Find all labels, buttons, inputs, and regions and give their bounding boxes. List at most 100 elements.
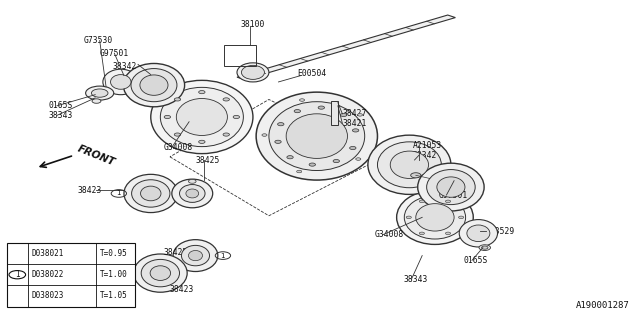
Circle shape: [164, 116, 171, 119]
Text: T=1.05: T=1.05: [100, 292, 128, 300]
Ellipse shape: [467, 225, 490, 242]
Text: 38423: 38423: [77, 186, 102, 195]
Ellipse shape: [134, 254, 187, 292]
Text: 38100: 38100: [240, 20, 264, 29]
Ellipse shape: [286, 114, 348, 158]
Circle shape: [92, 89, 108, 97]
Text: G34008: G34008: [374, 230, 404, 239]
Text: 1: 1: [116, 190, 121, 196]
Ellipse shape: [141, 186, 161, 201]
Ellipse shape: [140, 75, 168, 95]
Circle shape: [287, 156, 293, 159]
Circle shape: [353, 129, 359, 132]
Circle shape: [294, 109, 301, 113]
Ellipse shape: [390, 151, 429, 179]
Circle shape: [223, 133, 229, 136]
Text: A190001287: A190001287: [576, 301, 630, 310]
Text: 38342: 38342: [413, 151, 437, 160]
Ellipse shape: [427, 170, 475, 204]
Text: 38423: 38423: [170, 284, 195, 293]
Ellipse shape: [161, 87, 243, 147]
Circle shape: [445, 200, 451, 203]
Text: 38421: 38421: [342, 119, 367, 128]
Ellipse shape: [181, 245, 209, 266]
Circle shape: [358, 114, 363, 116]
Circle shape: [275, 140, 281, 143]
Text: FRONT: FRONT: [76, 143, 116, 167]
Ellipse shape: [460, 220, 497, 247]
Text: D038023: D038023: [31, 292, 64, 300]
Ellipse shape: [378, 142, 442, 188]
Ellipse shape: [132, 180, 170, 207]
Circle shape: [318, 106, 324, 109]
Circle shape: [419, 232, 424, 235]
Text: G73529: G73529: [486, 227, 515, 236]
Text: 38343: 38343: [403, 275, 428, 284]
Text: G34008: G34008: [164, 143, 193, 152]
Ellipse shape: [131, 68, 177, 102]
Circle shape: [406, 216, 412, 219]
Ellipse shape: [150, 266, 171, 280]
Circle shape: [9, 270, 26, 279]
Circle shape: [479, 245, 490, 251]
Text: 38425: 38425: [164, 248, 188, 257]
Text: D038022: D038022: [31, 270, 64, 279]
Ellipse shape: [397, 190, 473, 244]
Ellipse shape: [188, 251, 202, 261]
Circle shape: [198, 140, 205, 143]
Circle shape: [174, 133, 180, 136]
Circle shape: [459, 216, 464, 219]
Bar: [7, 243, 135, 307]
Text: 0165S: 0165S: [464, 256, 488, 265]
Circle shape: [174, 98, 180, 101]
Circle shape: [198, 91, 205, 94]
Bar: [332, 101, 338, 125]
Text: E00504: E00504: [298, 69, 327, 78]
Ellipse shape: [241, 65, 264, 79]
Text: 1: 1: [221, 252, 225, 259]
Circle shape: [309, 163, 316, 166]
Circle shape: [300, 99, 305, 101]
Circle shape: [86, 86, 114, 100]
Circle shape: [445, 232, 451, 235]
Ellipse shape: [141, 260, 179, 287]
Ellipse shape: [176, 99, 227, 135]
Text: D038021: D038021: [31, 249, 64, 258]
Ellipse shape: [368, 135, 451, 195]
Bar: [224, 45, 256, 66]
Text: 38427: 38427: [342, 109, 367, 118]
Ellipse shape: [124, 63, 184, 107]
Ellipse shape: [124, 174, 177, 212]
Circle shape: [233, 116, 239, 119]
Circle shape: [278, 123, 284, 126]
Text: A21053: A21053: [413, 141, 442, 150]
Ellipse shape: [437, 177, 465, 197]
Circle shape: [92, 99, 101, 103]
Polygon shape: [237, 15, 456, 80]
Circle shape: [262, 134, 267, 136]
Circle shape: [340, 113, 347, 116]
Circle shape: [297, 170, 302, 173]
Text: 38425: 38425: [195, 156, 220, 164]
Ellipse shape: [179, 185, 205, 202]
Circle shape: [356, 158, 361, 160]
Ellipse shape: [418, 163, 484, 211]
Text: 1: 1: [15, 270, 20, 279]
Circle shape: [411, 173, 421, 178]
Text: G97501: G97501: [438, 190, 467, 200]
Text: 0165S: 0165S: [49, 101, 73, 110]
Text: T=1.00: T=1.00: [100, 270, 128, 279]
Ellipse shape: [404, 196, 466, 239]
Text: G73530: G73530: [84, 36, 113, 45]
Circle shape: [223, 98, 229, 101]
Ellipse shape: [237, 63, 269, 82]
Circle shape: [333, 159, 339, 163]
Ellipse shape: [173, 240, 218, 271]
Ellipse shape: [256, 92, 378, 180]
Text: 38343: 38343: [49, 111, 73, 120]
Circle shape: [419, 200, 424, 203]
Ellipse shape: [151, 80, 253, 154]
Circle shape: [188, 180, 196, 183]
Ellipse shape: [416, 204, 454, 231]
Text: T=0.95: T=0.95: [100, 249, 128, 258]
